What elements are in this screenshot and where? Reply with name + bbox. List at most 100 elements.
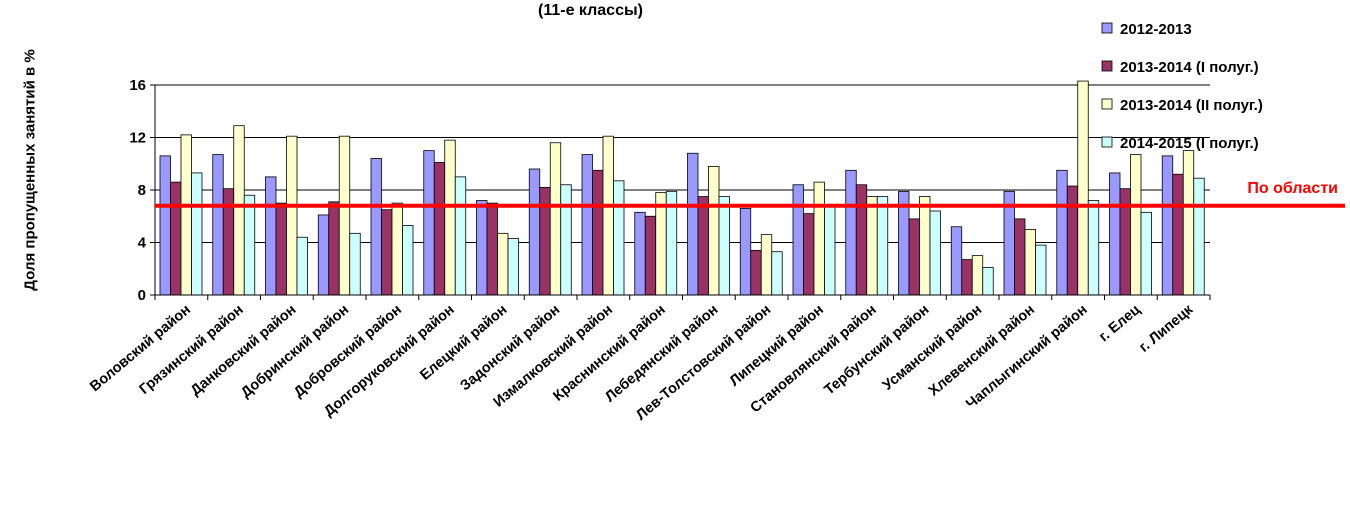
bar <box>370 158 382 296</box>
bar <box>1130 154 1142 296</box>
reference-line-label: По области <box>1247 180 1338 197</box>
bar <box>1056 169 1068 296</box>
bar <box>908 218 920 296</box>
bar <box>1172 173 1184 296</box>
axes <box>150 84 1211 300</box>
bar <box>275 202 287 296</box>
bar <box>191 172 203 296</box>
x-category-label: Липецкий район <box>727 302 827 390</box>
bar <box>402 225 414 296</box>
bar <box>792 184 804 296</box>
bar <box>1087 200 1100 296</box>
bar <box>528 168 541 296</box>
bar <box>349 232 361 296</box>
x-category-label: г. Елец <box>1096 302 1143 345</box>
bar <box>982 267 994 296</box>
x-category-label: Усманский район <box>880 302 985 394</box>
legend-entry: 2014-2015 (I полуг.) <box>1120 135 1259 152</box>
bar <box>655 192 667 296</box>
bar <box>1066 185 1079 296</box>
y-tick-label: 4 <box>138 235 147 252</box>
bar <box>866 196 878 296</box>
bar <box>233 125 245 296</box>
bar <box>444 139 456 296</box>
bar <box>381 209 393 296</box>
bar <box>760 234 773 296</box>
legend: 2012-2013 2013-2014 (I полуг.) 2013-2014 (… <box>1101 21 1263 152</box>
bar <box>328 201 340 296</box>
bar <box>1193 177 1205 296</box>
bar <box>476 200 488 296</box>
bar <box>581 154 593 296</box>
bar <box>507 238 519 296</box>
bar <box>592 169 604 296</box>
bar <box>454 176 467 296</box>
bar <box>971 255 984 296</box>
bar <box>602 135 614 296</box>
bar <box>486 202 498 296</box>
legend-entry: 2013-2014 (I полуг.) <box>1120 59 1259 76</box>
bar <box>539 186 551 296</box>
bar <box>718 196 730 296</box>
bar <box>212 154 224 296</box>
bar <box>170 181 182 296</box>
bar <box>549 142 562 296</box>
gridlines <box>155 84 1210 243</box>
bar <box>1161 155 1174 296</box>
bar <box>845 169 857 296</box>
bar <box>708 165 720 296</box>
bar <box>876 196 889 296</box>
bar <box>803 213 815 296</box>
bar <box>265 176 277 296</box>
legend-swatch <box>1101 98 1113 110</box>
bar <box>739 207 752 296</box>
x-category-label: Елецкий район <box>417 302 510 384</box>
y-tick-label: 16 <box>129 77 146 94</box>
bar <box>855 184 868 296</box>
bar <box>286 135 298 296</box>
bar <box>1109 172 1121 296</box>
bar <box>613 180 625 296</box>
bar <box>961 259 973 296</box>
bar <box>813 181 825 296</box>
bar <box>560 184 572 296</box>
y-tick-labels: 0 4 8 12 16 <box>129 77 146 304</box>
bar <box>423 150 435 296</box>
legend-entry: 2013-2014 (II полуг.) <box>1120 97 1263 114</box>
bar <box>750 249 762 296</box>
bar <box>644 215 657 296</box>
bar <box>1014 218 1026 296</box>
bar <box>687 152 699 296</box>
y-tick-label: 12 <box>129 130 146 147</box>
y-tick-label: 8 <box>138 182 146 199</box>
x-category-label: г. Липецк <box>1136 301 1196 355</box>
bars <box>159 80 1205 296</box>
bar <box>391 202 403 296</box>
bar <box>771 251 783 296</box>
bar <box>1035 244 1047 296</box>
bar <box>634 211 646 296</box>
y-tick-label: 0 <box>138 287 146 304</box>
legend-swatch <box>1101 136 1113 148</box>
bar <box>1140 211 1152 296</box>
bar <box>433 162 446 296</box>
bar <box>1182 150 1195 296</box>
bar <box>180 134 192 296</box>
bar <box>296 236 308 296</box>
bar <box>159 155 171 296</box>
bar <box>497 232 509 296</box>
bar <box>697 196 709 296</box>
legend-swatch <box>1101 22 1113 34</box>
bar <box>338 135 351 296</box>
bar <box>317 214 330 296</box>
bar <box>919 196 931 296</box>
legend-swatch <box>1101 60 1113 72</box>
legend-entry: 2012-2013 <box>1120 21 1192 38</box>
bar <box>1024 228 1036 296</box>
bar <box>243 194 256 296</box>
bar <box>1077 80 1089 296</box>
bar <box>929 210 941 296</box>
chart-subtitle: (11-е классы) <box>538 2 643 19</box>
